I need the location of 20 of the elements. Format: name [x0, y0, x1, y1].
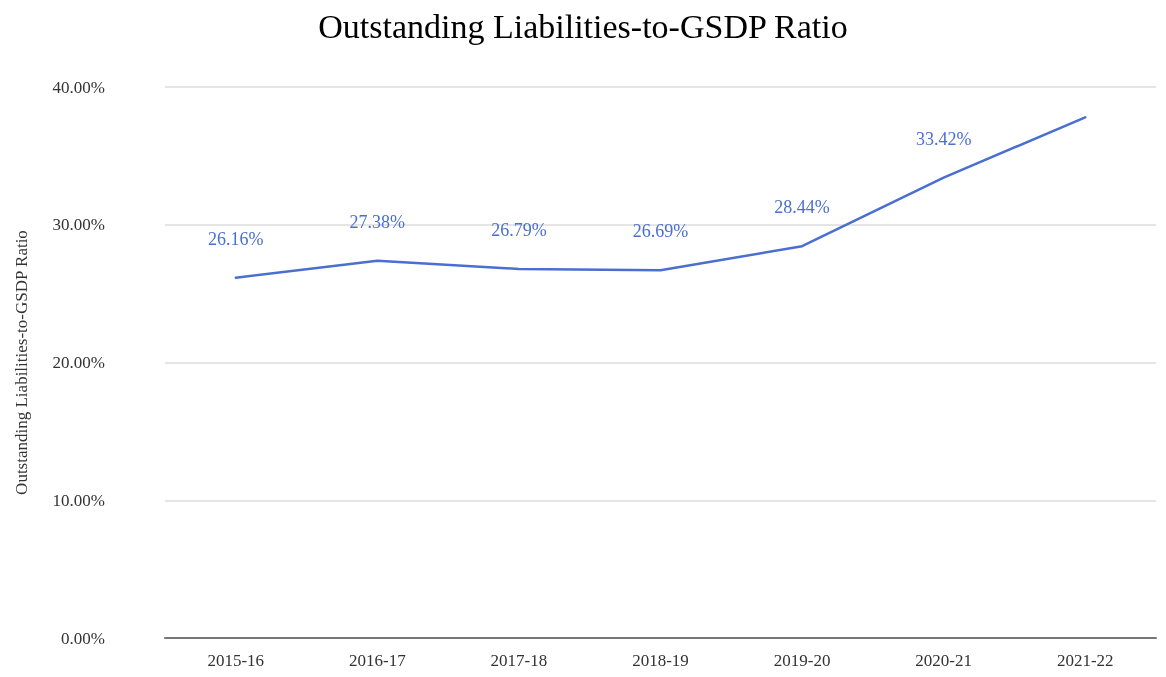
- y-tick-label: 20.00%: [52, 353, 105, 372]
- chart-title: Outstanding Liabilities-to-GSDP Ratio: [318, 7, 848, 45]
- data-label: 26.79%: [491, 219, 547, 240]
- x-tick-label: 2015-16: [207, 651, 265, 670]
- data-label: 27.38%: [349, 211, 406, 232]
- data-label: 33.42%: [915, 128, 972, 149]
- x-tick-label: 2017-18: [490, 651, 548, 670]
- y-tick-label: 40.00%: [52, 77, 105, 97]
- x-tick-label: 2016-17: [349, 651, 407, 670]
- y-tick-label: 30.00%: [52, 215, 105, 235]
- data-label: 26.16%: [208, 228, 264, 249]
- y-axis-title: Outstanding Liabilities-to-GSDP Ratio: [12, 230, 31, 495]
- x-tick-label: 2018-19: [632, 651, 689, 670]
- y-tick-label: 10.00%: [52, 490, 105, 510]
- x-tick-label: 2019-20: [773, 651, 831, 670]
- y-tick-label: 0.00%: [61, 628, 105, 648]
- data-label: 26.69%: [632, 221, 689, 242]
- x-tick-label: 2020-21: [915, 651, 972, 670]
- x-tick-label: 2021-22: [1056, 651, 1114, 670]
- data-label: 28.44%: [774, 197, 830, 218]
